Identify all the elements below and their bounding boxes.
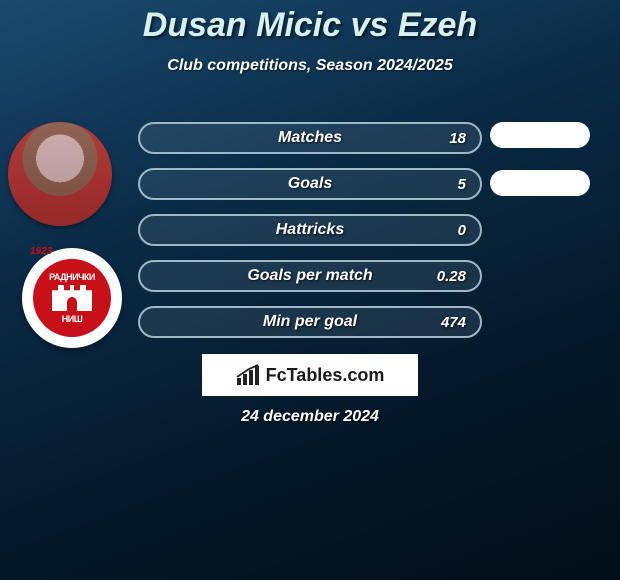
club-name-bottom: НИШ [62,314,83,324]
stat-value: 0.28 [437,268,466,285]
club-year: 1923 [30,246,52,257]
page-subtitle: Club competitions, Season 2024/2025 [0,57,620,75]
date-label: 24 december 2024 [0,408,620,426]
right-pills [490,122,590,218]
castle-icon [52,285,92,311]
club-name-top: РАДНИЧКИ [49,272,95,282]
blank-pill [490,170,590,196]
blank-pill [490,122,590,148]
club-badge-inner: РАДНИЧКИ НИШ [33,259,111,337]
stat-row-gpm: Goals per match 0.28 [138,260,482,292]
stat-value: 474 [441,314,466,331]
stat-label: Goals [288,175,332,193]
left-avatars: 1923 РАДНИЧКИ НИШ [8,122,120,348]
stat-row-goals: Goals 5 [138,168,482,200]
player-avatar [8,122,112,226]
stat-label: Goals per match [247,267,372,285]
branding-banner[interactable]: FcTables.com [202,354,418,396]
stat-row-mpg: Min per goal 474 [138,306,482,338]
stat-label: Hattricks [276,221,344,239]
club-badge: 1923 РАДНИЧКИ НИШ [22,248,122,348]
stat-value: 0 [458,222,466,239]
page-title: Dusan Micic vs Ezeh [0,0,620,45]
stat-row-matches: Matches 18 [138,122,482,154]
branding-text: FcTables.com [266,365,385,386]
bar-chart-icon [236,364,262,386]
stat-label: Min per goal [263,313,357,331]
stat-value: 5 [458,176,466,193]
stat-value: 18 [449,130,466,147]
stats-panel: Matches 18 Goals 5 Hattricks 0 Goals per… [138,122,482,352]
stat-label: Matches [278,129,342,147]
stat-row-hattricks: Hattricks 0 [138,214,482,246]
